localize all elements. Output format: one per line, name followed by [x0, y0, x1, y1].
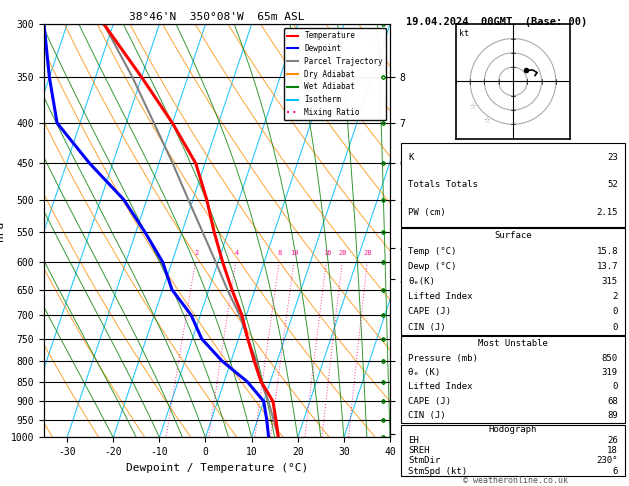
- Text: 8: 8: [278, 250, 282, 256]
- Text: 19.04.2024  00GMT  (Base: 00): 19.04.2024 00GMT (Base: 00): [406, 17, 587, 27]
- Text: Hodograph: Hodograph: [489, 425, 537, 434]
- Text: 230°: 230°: [596, 456, 618, 465]
- Text: 850: 850: [602, 354, 618, 363]
- Text: 2: 2: [194, 250, 199, 256]
- Text: θₑ(K): θₑ(K): [408, 277, 435, 286]
- Text: 319: 319: [602, 368, 618, 377]
- Text: 15.8: 15.8: [596, 246, 618, 256]
- Text: ☆: ☆: [484, 116, 491, 126]
- Text: 2.15: 2.15: [596, 208, 618, 217]
- Text: 28: 28: [364, 250, 372, 256]
- Text: 0: 0: [613, 323, 618, 331]
- Text: CAPE (J): CAPE (J): [408, 397, 451, 406]
- Text: 18: 18: [607, 446, 618, 455]
- Bar: [401, 228, 625, 335]
- Text: StmSpd (kt): StmSpd (kt): [408, 467, 467, 476]
- Legend: Temperature, Dewpoint, Parcel Trajectory, Dry Adiabat, Wet Adiabat, Isotherm, Mi: Temperature, Dewpoint, Parcel Trajectory…: [284, 28, 386, 120]
- Text: CAPE (J): CAPE (J): [408, 308, 451, 316]
- Text: 2: 2: [613, 292, 618, 301]
- Text: 10: 10: [291, 250, 299, 256]
- Text: kt: kt: [459, 29, 469, 38]
- Text: SREH: SREH: [408, 446, 430, 455]
- Text: K: K: [408, 153, 413, 162]
- Text: Totals Totals: Totals Totals: [408, 180, 478, 190]
- Text: PW (cm): PW (cm): [408, 208, 445, 217]
- Text: 13.7: 13.7: [596, 262, 618, 271]
- Y-axis label: hPa: hPa: [0, 221, 5, 241]
- Text: 16: 16: [323, 250, 331, 256]
- Bar: [401, 336, 625, 423]
- Text: Pressure (mb): Pressure (mb): [408, 354, 478, 363]
- Text: StmDir: StmDir: [408, 456, 440, 465]
- Text: 52: 52: [607, 180, 618, 190]
- Text: 23: 23: [607, 153, 618, 162]
- Text: EH: EH: [408, 435, 419, 445]
- Text: 0: 0: [613, 308, 618, 316]
- Text: CIN (J): CIN (J): [408, 411, 445, 420]
- Text: Lifted Index: Lifted Index: [408, 292, 472, 301]
- Bar: [401, 143, 625, 226]
- Text: Most Unstable: Most Unstable: [478, 339, 548, 348]
- Text: Surface: Surface: [494, 231, 532, 241]
- Text: 20: 20: [339, 250, 347, 256]
- Title: 38°46'N  350°08'W  65m ASL: 38°46'N 350°08'W 65m ASL: [129, 12, 305, 22]
- Text: 4: 4: [235, 250, 239, 256]
- Bar: [401, 425, 625, 476]
- X-axis label: Dewpoint / Temperature (°C): Dewpoint / Temperature (°C): [126, 463, 308, 473]
- Text: CIN (J): CIN (J): [408, 323, 445, 331]
- Text: © weatheronline.co.uk: © weatheronline.co.uk: [464, 476, 568, 485]
- Text: Lifted Index: Lifted Index: [408, 382, 472, 391]
- Text: 315: 315: [602, 277, 618, 286]
- Text: 6: 6: [613, 467, 618, 476]
- Text: Temp (°C): Temp (°C): [408, 246, 457, 256]
- Text: 0: 0: [613, 382, 618, 391]
- Y-axis label: km
ASL: km ASL: [428, 231, 445, 252]
- Text: 68: 68: [607, 397, 618, 406]
- Text: Dewp (°C): Dewp (°C): [408, 262, 457, 271]
- Text: ☆: ☆: [470, 102, 476, 112]
- Text: 26: 26: [607, 435, 618, 445]
- Text: 89: 89: [607, 411, 618, 420]
- Text: θₑ (K): θₑ (K): [408, 368, 440, 377]
